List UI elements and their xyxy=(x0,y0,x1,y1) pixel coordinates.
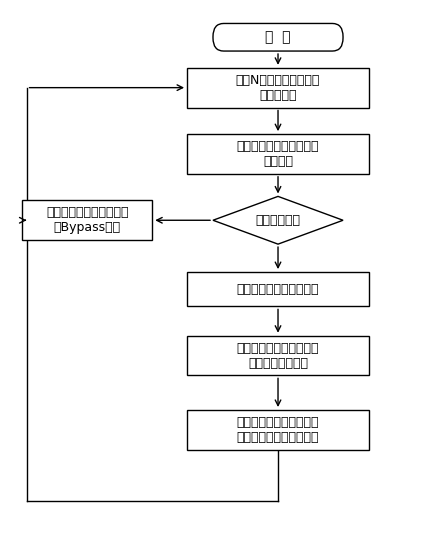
Text: 对频域信号的模进行平滑
滤波处理: 对频域信号的模进行平滑 滤波处理 xyxy=(236,140,318,168)
Text: 采样N个数据点进行快速
傅里叶变换: 采样N个数据点进行快速 傅里叶变换 xyxy=(235,73,319,102)
Text: 获取干扰频率和干扰带宽: 获取干扰频率和干扰带宽 xyxy=(236,282,318,296)
Bar xyxy=(187,272,368,307)
Text: 是否存在干扰: 是否存在干扰 xyxy=(255,214,300,227)
Bar xyxy=(187,134,368,174)
Bar xyxy=(187,68,368,108)
Text: 配置时域数字陷波滤波器
系数，并设置为工作模式: 配置时域数字陷波滤波器 系数，并设置为工作模式 xyxy=(236,416,318,444)
Bar xyxy=(187,410,368,450)
Bar xyxy=(22,200,152,240)
Text: 配置时域数字陷波滤波器
为Bypass模式: 配置时域数字陷波滤波器 为Bypass模式 xyxy=(46,206,128,234)
FancyBboxPatch shape xyxy=(212,24,342,51)
Bar xyxy=(187,336,368,375)
Text: 开  始: 开 始 xyxy=(265,30,290,44)
Text: 查滤波器系数表得到所需
配置的滤波器系数: 查滤波器系数表得到所需 配置的滤波器系数 xyxy=(236,341,318,369)
Polygon shape xyxy=(212,196,342,244)
